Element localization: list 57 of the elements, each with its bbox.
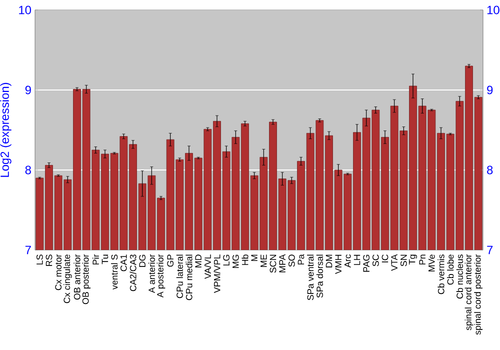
x-tick-label: SN bbox=[400, 254, 407, 266]
x-tick-label: RS bbox=[46, 254, 52, 266]
x-tick-label: ME bbox=[260, 254, 267, 267]
x-tick-label: SO bbox=[288, 254, 295, 267]
x-tick-label: VPM/VPL bbox=[214, 254, 220, 294]
x-tick-label: ventral S bbox=[111, 254, 118, 290]
x-tick-label: GP bbox=[167, 254, 174, 267]
x-tick-label: Tu bbox=[102, 254, 108, 264]
y-tick-label: 7 bbox=[25, 246, 31, 254]
x-tick-label: MVe bbox=[428, 254, 435, 272]
y-tick-label: 9 bbox=[25, 86, 31, 94]
x-tick-label: CA2/CA3 bbox=[130, 254, 136, 292]
y2-tick-label: 10 bbox=[487, 6, 500, 14]
x-tick-label: SPa ventral bbox=[307, 254, 314, 300]
y-tick-label: 10 bbox=[19, 6, 32, 14]
x-tick-label: MPA bbox=[279, 254, 286, 272]
x-tick-label: spinal cord posterior bbox=[474, 254, 483, 335]
x-tick-label: A posterior bbox=[156, 254, 166, 298]
x-tick-label: MG bbox=[232, 254, 239, 268]
x-tick-label: LH bbox=[354, 254, 360, 265]
x-tick-label: Hb bbox=[242, 254, 248, 265]
y2-tick-label: 9 bbox=[487, 86, 493, 94]
x-tick-label: Pa bbox=[298, 254, 304, 264]
x-tick-label: Pn bbox=[419, 254, 426, 264]
x-tick-label: MD bbox=[195, 254, 202, 268]
x-tick-label: Cb lobe bbox=[447, 254, 454, 285]
x-tick-label: LS bbox=[36, 254, 43, 264]
y-axis-title: Log2 (expression) bbox=[0, 82, 12, 177]
y-tick-label: 8 bbox=[25, 166, 31, 174]
x-tick-label: SCN bbox=[270, 254, 276, 273]
x-tick-label: DG bbox=[139, 254, 146, 267]
x-tick-label: VMH bbox=[335, 254, 342, 274]
x-tick-label: DM bbox=[326, 254, 332, 268]
x-tick-label: CPu medial bbox=[186, 254, 192, 300]
x-tick-label: Cx cingulate bbox=[63, 254, 72, 304]
x-tick-label: CPu lateral bbox=[176, 254, 183, 298]
x-tick-label: OB posterior bbox=[82, 254, 91, 304]
x-tick-label: VA/VL bbox=[204, 254, 211, 279]
x-tick-label: Cx motor bbox=[55, 254, 62, 290]
x-tick-label: Arc bbox=[344, 254, 351, 268]
y2-tick-label: 7 bbox=[487, 246, 493, 254]
x-tick-label: LG bbox=[223, 254, 230, 266]
x-tick-label: CA1 bbox=[120, 254, 127, 272]
x-tick-label: VTA bbox=[391, 254, 398, 271]
x-tick-label: IC bbox=[382, 254, 388, 262]
x-tick-label: Pir bbox=[92, 254, 99, 264]
x-tick-label: Tg bbox=[408, 254, 418, 264]
x-tick-label: PAG bbox=[363, 254, 370, 272]
x-tick-label: OB anterior bbox=[74, 254, 80, 300]
x-tick-label: A anterior bbox=[148, 254, 155, 294]
x-tick-label: Cb nucleus bbox=[456, 254, 463, 299]
x-tick-label: M bbox=[251, 254, 258, 261]
x-tick-label: SPa dorsal bbox=[316, 254, 323, 298]
x-tick-label: Cb vermis bbox=[438, 254, 444, 294]
y2-tick-label: 8 bbox=[487, 166, 493, 174]
x-tick-label: SC bbox=[372, 254, 379, 266]
x-tick-label: spinal cord anterior bbox=[464, 254, 474, 330]
